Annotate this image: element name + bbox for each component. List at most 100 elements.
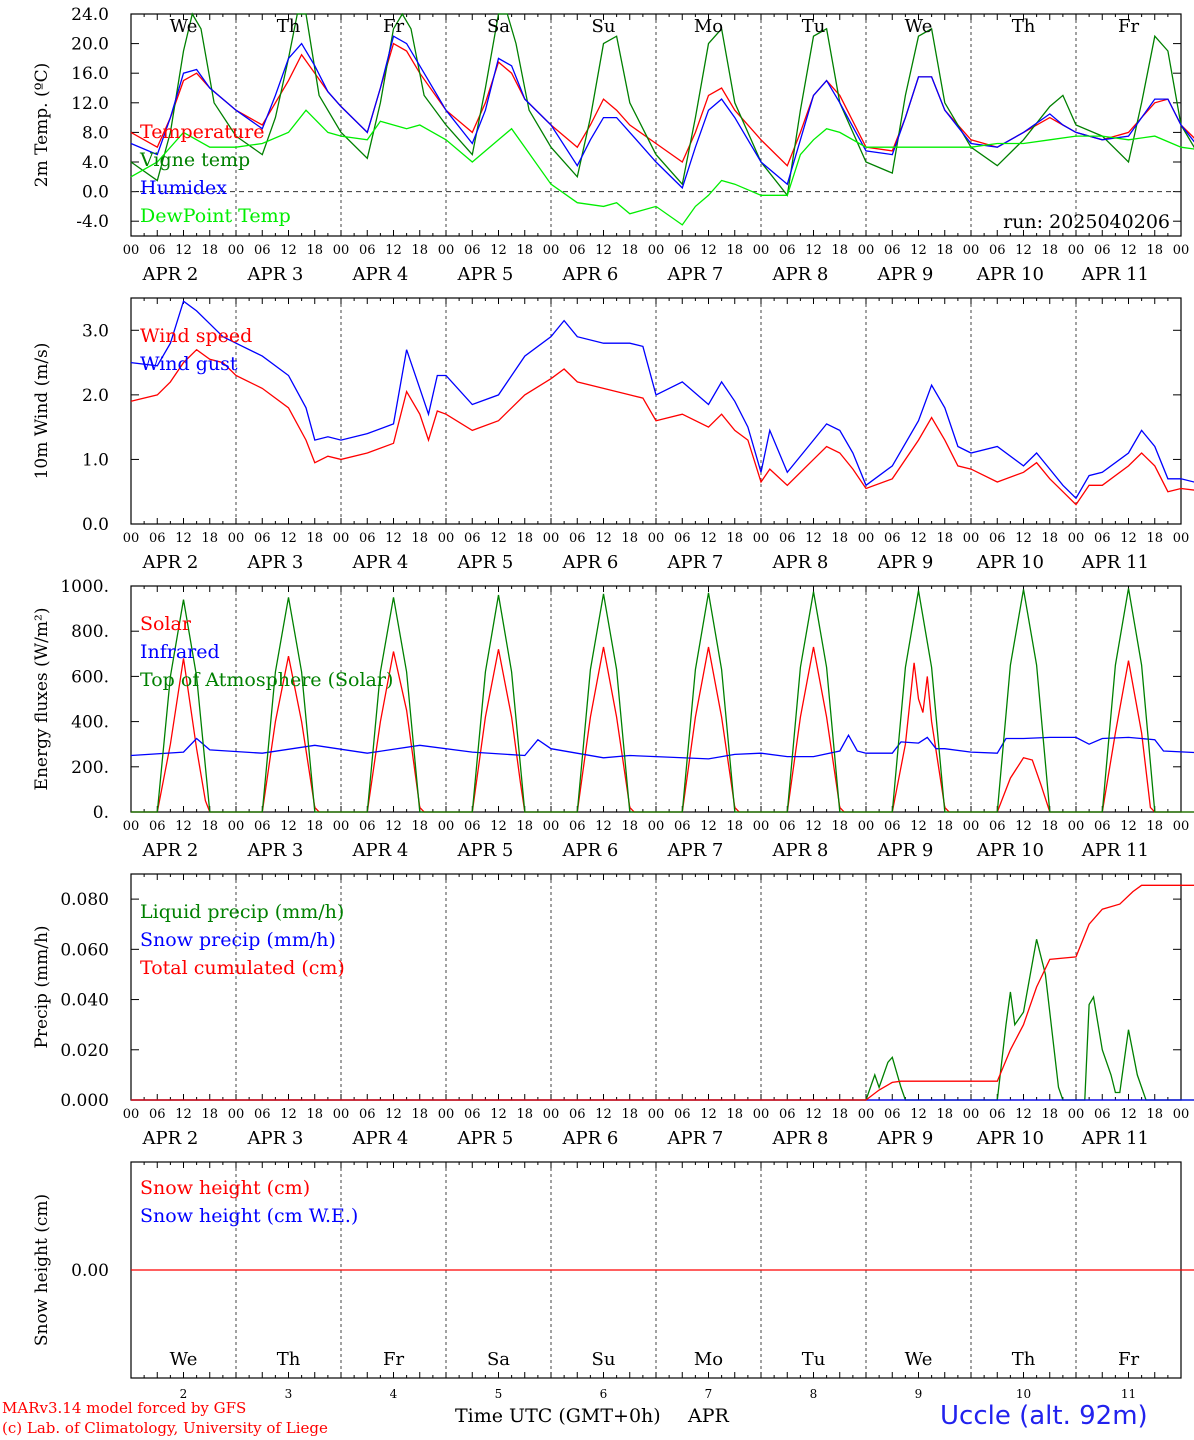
x-hour-tick-label: 12 (1015, 531, 1032, 546)
x-hour-tick-label: 00 (1173, 531, 1190, 546)
x-hour-tick-label: 06 (464, 531, 481, 546)
x-hour-tick-label: 00 (333, 243, 350, 258)
weekday-label: Tu (802, 16, 826, 37)
x-hour-tick-label: 18 (201, 531, 218, 546)
x-hour-tick-label: 18 (201, 1107, 218, 1122)
panel-3: 1000. 800. 600. 400. 200. 0. Energy fluxes (W/… (32, 577, 1194, 861)
day-number-label: 11 (1121, 1387, 1136, 1401)
x-hour-tick-label: 06 (779, 1107, 796, 1122)
x-hour-tick-label: 00 (333, 531, 350, 546)
x-hour-tick-label: 18 (1146, 819, 1163, 834)
x-hour-tick-label: 12 (700, 1107, 717, 1122)
x-date-label: APR 9 (876, 1128, 933, 1149)
y-tick-label: 2.0 (82, 386, 109, 406)
x-hour-tick-label: 00 (1068, 243, 1085, 258)
x-hour-tick-label: 06 (674, 531, 691, 546)
x-hour-tick-label: 18 (936, 243, 953, 258)
x-hour-tick-label: 06 (149, 819, 166, 834)
x-hour-tick-label: 18 (936, 819, 953, 834)
x-hour-tick-label: 00 (1173, 819, 1190, 834)
x-hour-tick-label: 06 (149, 531, 166, 546)
series-line-wind-speed (130, 348, 1194, 506)
x-hour-tick-label: 12 (1120, 531, 1137, 546)
x-hour-tick-label: 12 (385, 819, 402, 834)
x-date-label: APR 5 (456, 552, 513, 573)
x-hour-tick-label: 18 (516, 819, 533, 834)
x-hour-tick-label: 18 (1041, 819, 1058, 834)
x-date-label: APR 6 (561, 1128, 618, 1149)
x-hour-tick-label: 18 (831, 1107, 848, 1122)
day-number-label: 9 (915, 1387, 923, 1401)
x-hour-tick-label: 00 (543, 243, 560, 258)
x-hour-tick-label: 18 (411, 819, 428, 834)
x-hour-tick-label: 18 (201, 243, 218, 258)
x-hour-tick-label: 18 (516, 1107, 533, 1122)
x-hour-tick-label: 00 (648, 531, 665, 546)
x-hour-tick-label: 00 (753, 243, 770, 258)
y-tick-label: 400. (71, 713, 109, 733)
x-hour-tick-label: 06 (884, 819, 901, 834)
x-hour-tick-label: 12 (490, 1107, 507, 1122)
x-hour-tick-label: 00 (123, 243, 140, 258)
day-number-label: 3 (285, 1387, 293, 1401)
legend-entry: Wind gust (140, 353, 238, 375)
x-date-label: APR 10 (976, 1128, 1044, 1149)
x-hour-tick-label: 06 (779, 819, 796, 834)
weekday-label: We (905, 1349, 933, 1370)
x-hour-tick-label: 00 (753, 819, 770, 834)
x-hour-tick-label: 12 (175, 1107, 192, 1122)
y-axis-label: 2m Temp. (ºC) (32, 63, 52, 188)
x-date-label: APR 2 (141, 1128, 198, 1149)
x-hour-tick-label: 18 (306, 1107, 323, 1122)
x-date-label: APR 4 (351, 552, 408, 573)
x-hour-tick-label: 00 (963, 1107, 980, 1122)
weekday-label: Su (592, 1349, 616, 1370)
legend-entry: Wind speed (140, 325, 252, 347)
legend-entry: DewPoint Temp (140, 205, 291, 227)
x-date-label: APR 2 (141, 552, 198, 573)
x-hour-tick-label: 12 (175, 531, 192, 546)
panel-1: 24.0 20.0 16.0 12.0 8.0 4.0 0.0 -4.0 2m Temp. (º… (32, 5, 1194, 285)
x-hour-tick-label: 06 (779, 243, 796, 258)
x-hour-tick-label: 18 (936, 1107, 953, 1122)
x-hour-tick-label: 18 (831, 531, 848, 546)
x-hour-tick-label: 00 (753, 1107, 770, 1122)
x-hour-tick-label: 00 (1068, 1107, 1085, 1122)
weekday-label: Fr (383, 1349, 404, 1370)
y-tick-label: 3.0 (82, 321, 109, 341)
x-hour-tick-label: 06 (1094, 243, 1111, 258)
x-hour-tick-label: 06 (464, 1107, 481, 1122)
weekday-label: Sa (487, 16, 510, 37)
weekday-label: Fr (1118, 16, 1139, 37)
legend-entry: Temperature (140, 121, 264, 143)
x-date-label: APR 8 (771, 840, 828, 861)
x-hour-tick-label: 06 (884, 531, 901, 546)
x-date-label: APR 7 (666, 264, 723, 285)
weekday-label: Su (592, 16, 616, 37)
x-hour-tick-label: 18 (936, 531, 953, 546)
x-hour-tick-label: 00 (228, 531, 245, 546)
x-hour-tick-label: 12 (1120, 1107, 1137, 1122)
weekday-label: We (170, 1349, 198, 1370)
y-tick-label: 16.0 (71, 64, 109, 84)
x-hour-tick-label: 12 (910, 819, 927, 834)
x-hour-tick-label: 18 (621, 819, 638, 834)
weekday-label: Tu (802, 1349, 826, 1370)
x-date-label: APR 9 (876, 552, 933, 573)
x-hour-tick-label: 12 (595, 1107, 612, 1122)
weekday-label: Mo (694, 16, 723, 37)
x-date-label: APR 11 (1081, 1128, 1149, 1149)
x-hour-tick-label: 00 (123, 1107, 140, 1122)
x-hour-tick-label: 12 (385, 1107, 402, 1122)
y-tick-label: 8.0 (82, 123, 109, 143)
x-hour-tick-label: 06 (569, 531, 586, 546)
x-hour-tick-label: 18 (516, 531, 533, 546)
x-hour-tick-label: 12 (1015, 819, 1032, 834)
x-date-label: APR 6 (561, 840, 618, 861)
x-hour-tick-label: 06 (1094, 531, 1111, 546)
x-hour-tick-label: 12 (490, 819, 507, 834)
day-number-label: 5 (495, 1387, 503, 1401)
weekday-label: Th (277, 16, 301, 37)
x-date-label: APR 8 (771, 264, 828, 285)
y-tick-label: 800. (71, 622, 109, 642)
